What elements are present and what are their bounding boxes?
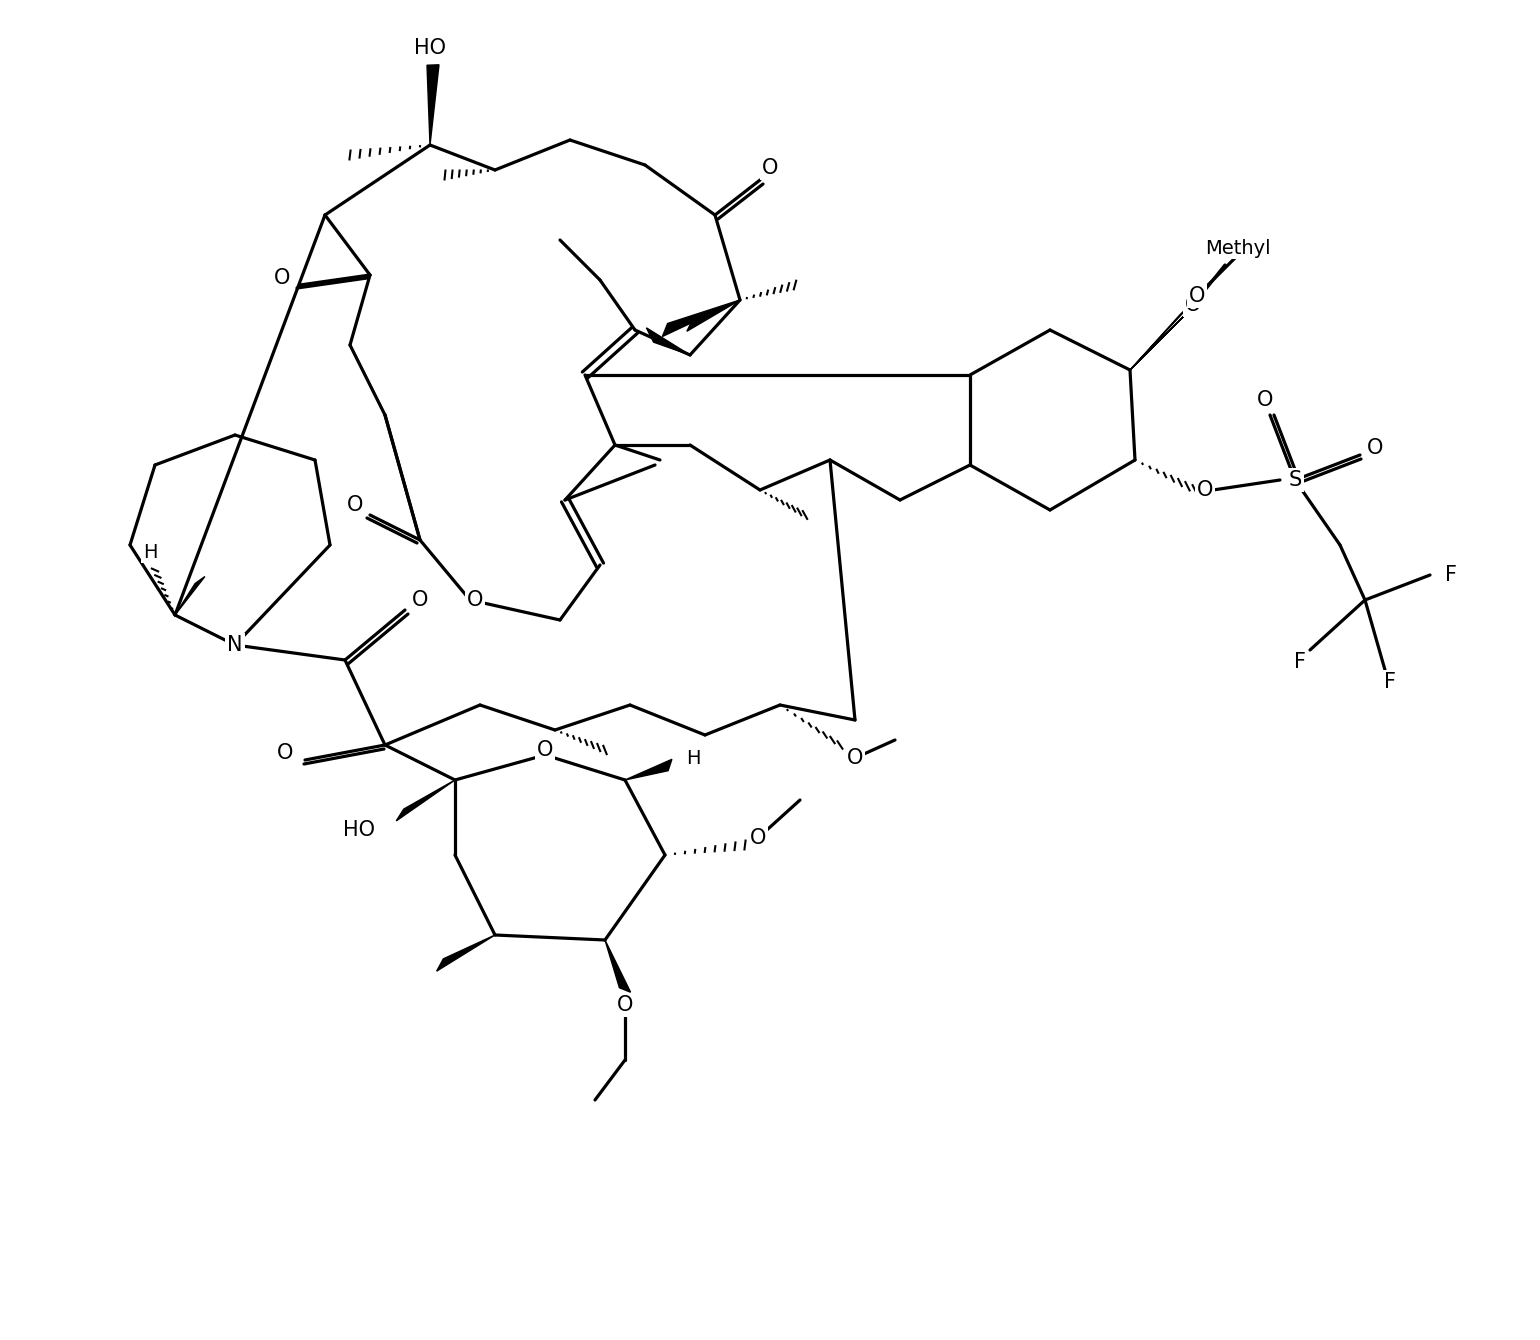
Polygon shape <box>625 760 671 780</box>
Text: S: S <box>1289 470 1301 490</box>
Text: HO: HO <box>414 38 447 58</box>
Text: O: O <box>1368 438 1383 458</box>
Text: O: O <box>467 590 484 610</box>
Polygon shape <box>687 300 741 331</box>
Polygon shape <box>647 328 690 355</box>
Text: O: O <box>274 268 290 288</box>
Text: H: H <box>143 543 157 561</box>
Polygon shape <box>437 935 494 972</box>
Text: O: O <box>847 748 864 768</box>
Text: HO: HO <box>343 820 376 840</box>
Text: O: O <box>537 740 553 760</box>
Polygon shape <box>427 64 439 145</box>
Text: O: O <box>411 590 428 610</box>
Text: O: O <box>1197 480 1214 500</box>
Text: Methyl: Methyl <box>1206 239 1270 257</box>
Text: O: O <box>277 742 293 762</box>
Text: O: O <box>750 828 767 848</box>
Polygon shape <box>176 576 205 615</box>
Text: O: O <box>762 158 778 178</box>
Polygon shape <box>1130 306 1189 370</box>
Text: H: H <box>685 749 701 768</box>
Polygon shape <box>1130 316 1184 370</box>
Text: O: O <box>1257 390 1274 410</box>
Text: F: F <box>1445 565 1457 586</box>
Text: O: O <box>346 494 363 515</box>
Polygon shape <box>662 300 741 336</box>
Text: O: O <box>618 996 633 1014</box>
Text: O: O <box>1189 285 1206 306</box>
Text: O: O <box>1184 295 1201 315</box>
Text: F: F <box>1384 671 1395 691</box>
Polygon shape <box>396 780 454 821</box>
Text: N: N <box>228 635 243 655</box>
Polygon shape <box>605 939 630 992</box>
Text: F: F <box>1294 653 1306 671</box>
